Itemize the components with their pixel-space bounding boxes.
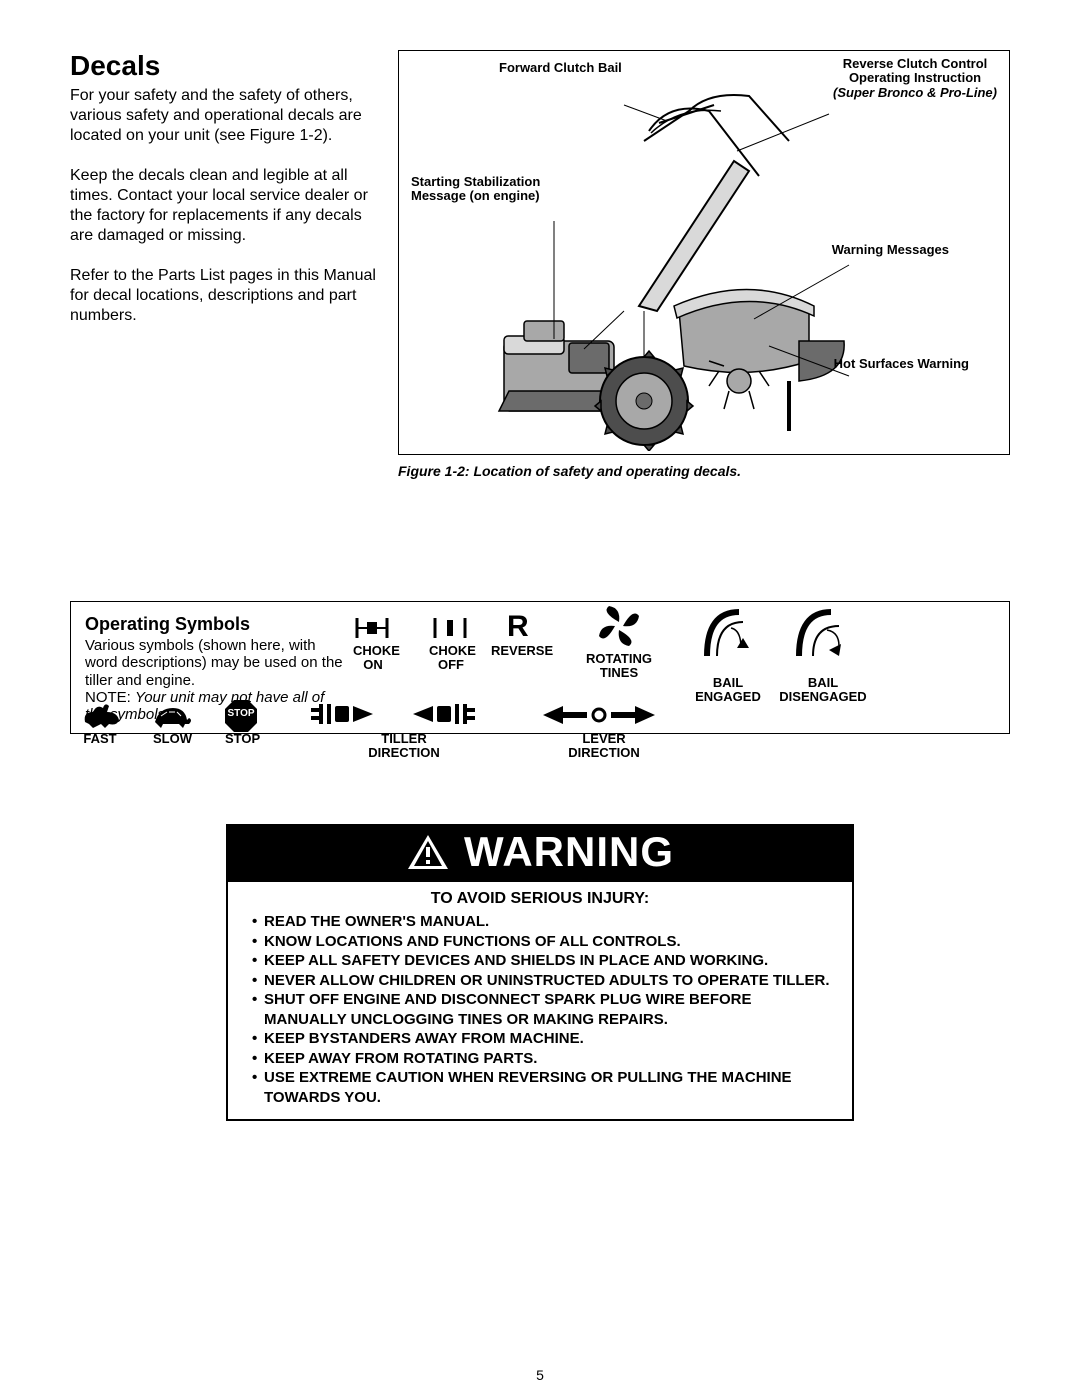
manual-page: Decals For your safety and the safety of… <box>0 0 1080 1397</box>
bail-engaged-icon <box>699 604 763 664</box>
label-starting-line1: Starting Stabilization <box>411 174 540 189</box>
top-section: Decals For your safety and the safety of… <box>70 50 1010 479</box>
warning-box: WARNING TO AVOID SERIOUS INJURY: READ TH… <box>226 824 854 1121</box>
tiller-direction-icon <box>309 698 489 730</box>
label-warning-messages: Warning Messages <box>832 243 949 257</box>
operating-symbols-note: NOTE: Your unit may not have all of the … <box>85 689 345 724</box>
bail-disengaged-icon <box>791 604 855 664</box>
warning-item: SHUT OFF ENGINE AND DISCONNECT SPARK PLU… <box>252 990 832 1029</box>
warning-item: KNOW LOCATIONS AND FUNCTIONS OF ALL CONT… <box>252 932 832 952</box>
warning-title: WARNING <box>464 828 674 876</box>
warning-item: KEEP AWAY FROM ROTATING PARTS. <box>252 1049 832 1069</box>
stop-sign-text: STOP <box>223 708 259 719</box>
label-reverse: REVERSE <box>491 644 549 658</box>
label-hot-surfaces: Hot Surfaces Warning <box>834 357 969 371</box>
warning-body: TO AVOID SERIOUS INJURY: READ THE OWNER'… <box>228 882 852 1119</box>
operating-symbols-box: Operating Symbols Various symbols (shown… <box>70 601 1010 734</box>
warning-item: KEEP ALL SAFETY DEVICES AND SHIELDS IN P… <box>252 951 832 971</box>
label-reverse-line2: Operating Instruction <box>849 70 981 85</box>
warning-triangle-icon <box>406 833 450 871</box>
decals-heading: Decals <box>70 50 380 82</box>
warning-header: WARNING <box>228 826 852 882</box>
page-number: 5 <box>0 1367 1080 1383</box>
decals-paragraph-3: Refer to the Parts List pages in this Ma… <box>70 266 380 326</box>
lever-direction-icon <box>539 700 659 730</box>
decals-paragraph-1: For your safety and the safety of others… <box>70 86 380 146</box>
rotating-tines-icon <box>591 602 647 650</box>
label-choke-off: CHOKE OFF <box>429 644 473 673</box>
label-slow: SLOW <box>153 732 189 746</box>
label-tiller-direction: TILLER DIRECTION <box>349 732 459 761</box>
decals-paragraph-2: Keep the decals clean and legible at all… <box>70 166 380 246</box>
operating-symbols-title: Operating Symbols <box>85 614 995 635</box>
label-starting-stabilization: Starting Stabilization Message (on engin… <box>411 175 540 204</box>
label-fast: FAST <box>83 732 117 746</box>
label-bail-disengaged: BAIL DISENGAGED <box>779 676 867 705</box>
label-rotating-tines: ROTATING TINES <box>569 652 669 681</box>
warning-item: NEVER ALLOW CHILDREN OR UNINSTRUCTED ADU… <box>252 971 832 991</box>
label-starting-line2: Message (on engine) <box>411 188 540 203</box>
warning-item: USE EXTREME CAUTION WHEN REVERSING OR PU… <box>252 1068 832 1107</box>
label-bail-engaged: BAIL ENGAGED <box>691 676 765 705</box>
operating-symbols-desc: Various symbols (shown here, with word d… <box>85 637 345 689</box>
label-lever-direction: LEVER DIRECTION <box>549 732 659 761</box>
slow-turtle-icon <box>149 702 193 730</box>
figure-1-2-box: Forward Clutch Bail Reverse Clutch Contr… <box>398 50 1010 455</box>
label-stop: STOP <box>225 732 259 746</box>
tiller-illustration <box>449 81 969 451</box>
label-reverse-line3: (Super Bronco & Pro-Line) <box>833 85 997 100</box>
choke-on-icon <box>353 614 391 642</box>
decals-text-column: Decals For your safety and the safety of… <box>70 50 380 479</box>
reverse-icon: R <box>507 610 529 644</box>
label-forward-clutch-bail: Forward Clutch Bail <box>499 61 622 75</box>
label-choke-on: CHOKE ON <box>353 644 393 673</box>
choke-off-icon <box>431 614 469 642</box>
label-reverse-line1: Reverse Clutch Control <box>843 56 987 71</box>
label-reverse-clutch-control: Reverse Clutch Control Operating Instruc… <box>833 57 997 100</box>
warning-item: READ THE OWNER'S MANUAL. <box>252 912 832 932</box>
fast-rabbit-icon <box>79 700 123 730</box>
warning-list: READ THE OWNER'S MANUAL. KNOW LOCATIONS … <box>248 912 832 1107</box>
warning-subhead: TO AVOID SERIOUS INJURY: <box>248 890 832 908</box>
warning-item: KEEP BYSTANDERS AWAY FROM MACHINE. <box>252 1029 832 1049</box>
figure-1-2-caption: Figure 1-2: Location of safety and opera… <box>398 463 1010 479</box>
figure-wrap: Forward Clutch Bail Reverse Clutch Contr… <box>398 50 1010 479</box>
